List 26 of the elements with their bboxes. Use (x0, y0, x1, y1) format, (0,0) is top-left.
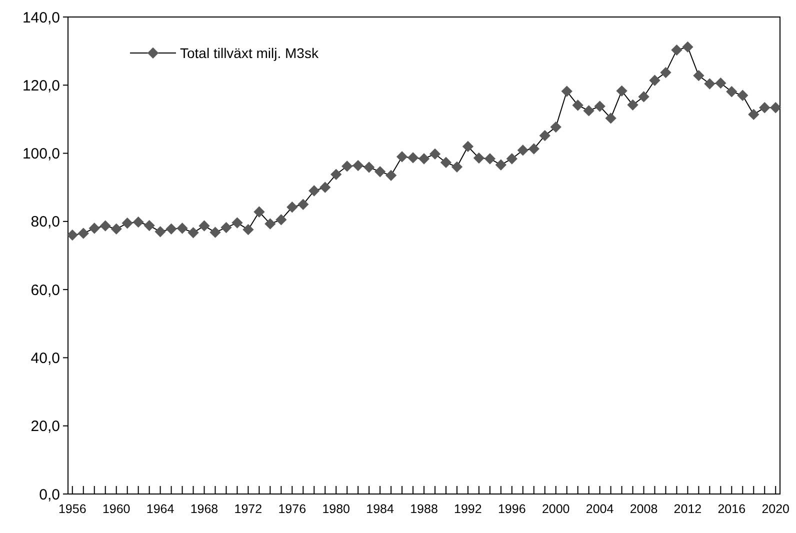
y-tick-label: 140,0 (22, 9, 60, 26)
x-tick-label: 2012 (674, 502, 702, 516)
legend-label: Total tillväxt milj. M3sk (180, 44, 320, 61)
x-tick-label: 1960 (102, 502, 130, 516)
x-tick-label: 1964 (146, 502, 174, 516)
y-tick-label: 40,0 (30, 350, 60, 367)
y-tick-label: 60,0 (30, 282, 60, 299)
x-tick-label: 2008 (630, 502, 658, 516)
y-tick-label: 0,0 (39, 486, 60, 504)
x-tick-label: 1988 (410, 502, 438, 516)
x-tick-label: 1968 (190, 502, 218, 516)
x-tick-label: 1992 (454, 502, 482, 516)
y-tick-label: 80,0 (30, 214, 60, 231)
x-tick-label: 1996 (498, 502, 526, 516)
x-tick-label: 2020 (762, 502, 790, 516)
x-tick-label: 1980 (322, 502, 350, 516)
x-tick-label: 1984 (366, 502, 394, 516)
y-tick-label: 20,0 (30, 418, 60, 436)
y-tick-label: 100,0 (22, 146, 60, 163)
x-tick-label: 2004 (586, 502, 614, 516)
x-tick-label: 1976 (278, 502, 306, 516)
y-tick-label: 120,0 (22, 77, 60, 94)
x-tick-label: 1972 (234, 502, 262, 516)
x-tick-label: 2000 (542, 502, 570, 516)
x-tick-label: 2016 (718, 502, 746, 516)
x-tick-label: 1956 (58, 502, 86, 516)
